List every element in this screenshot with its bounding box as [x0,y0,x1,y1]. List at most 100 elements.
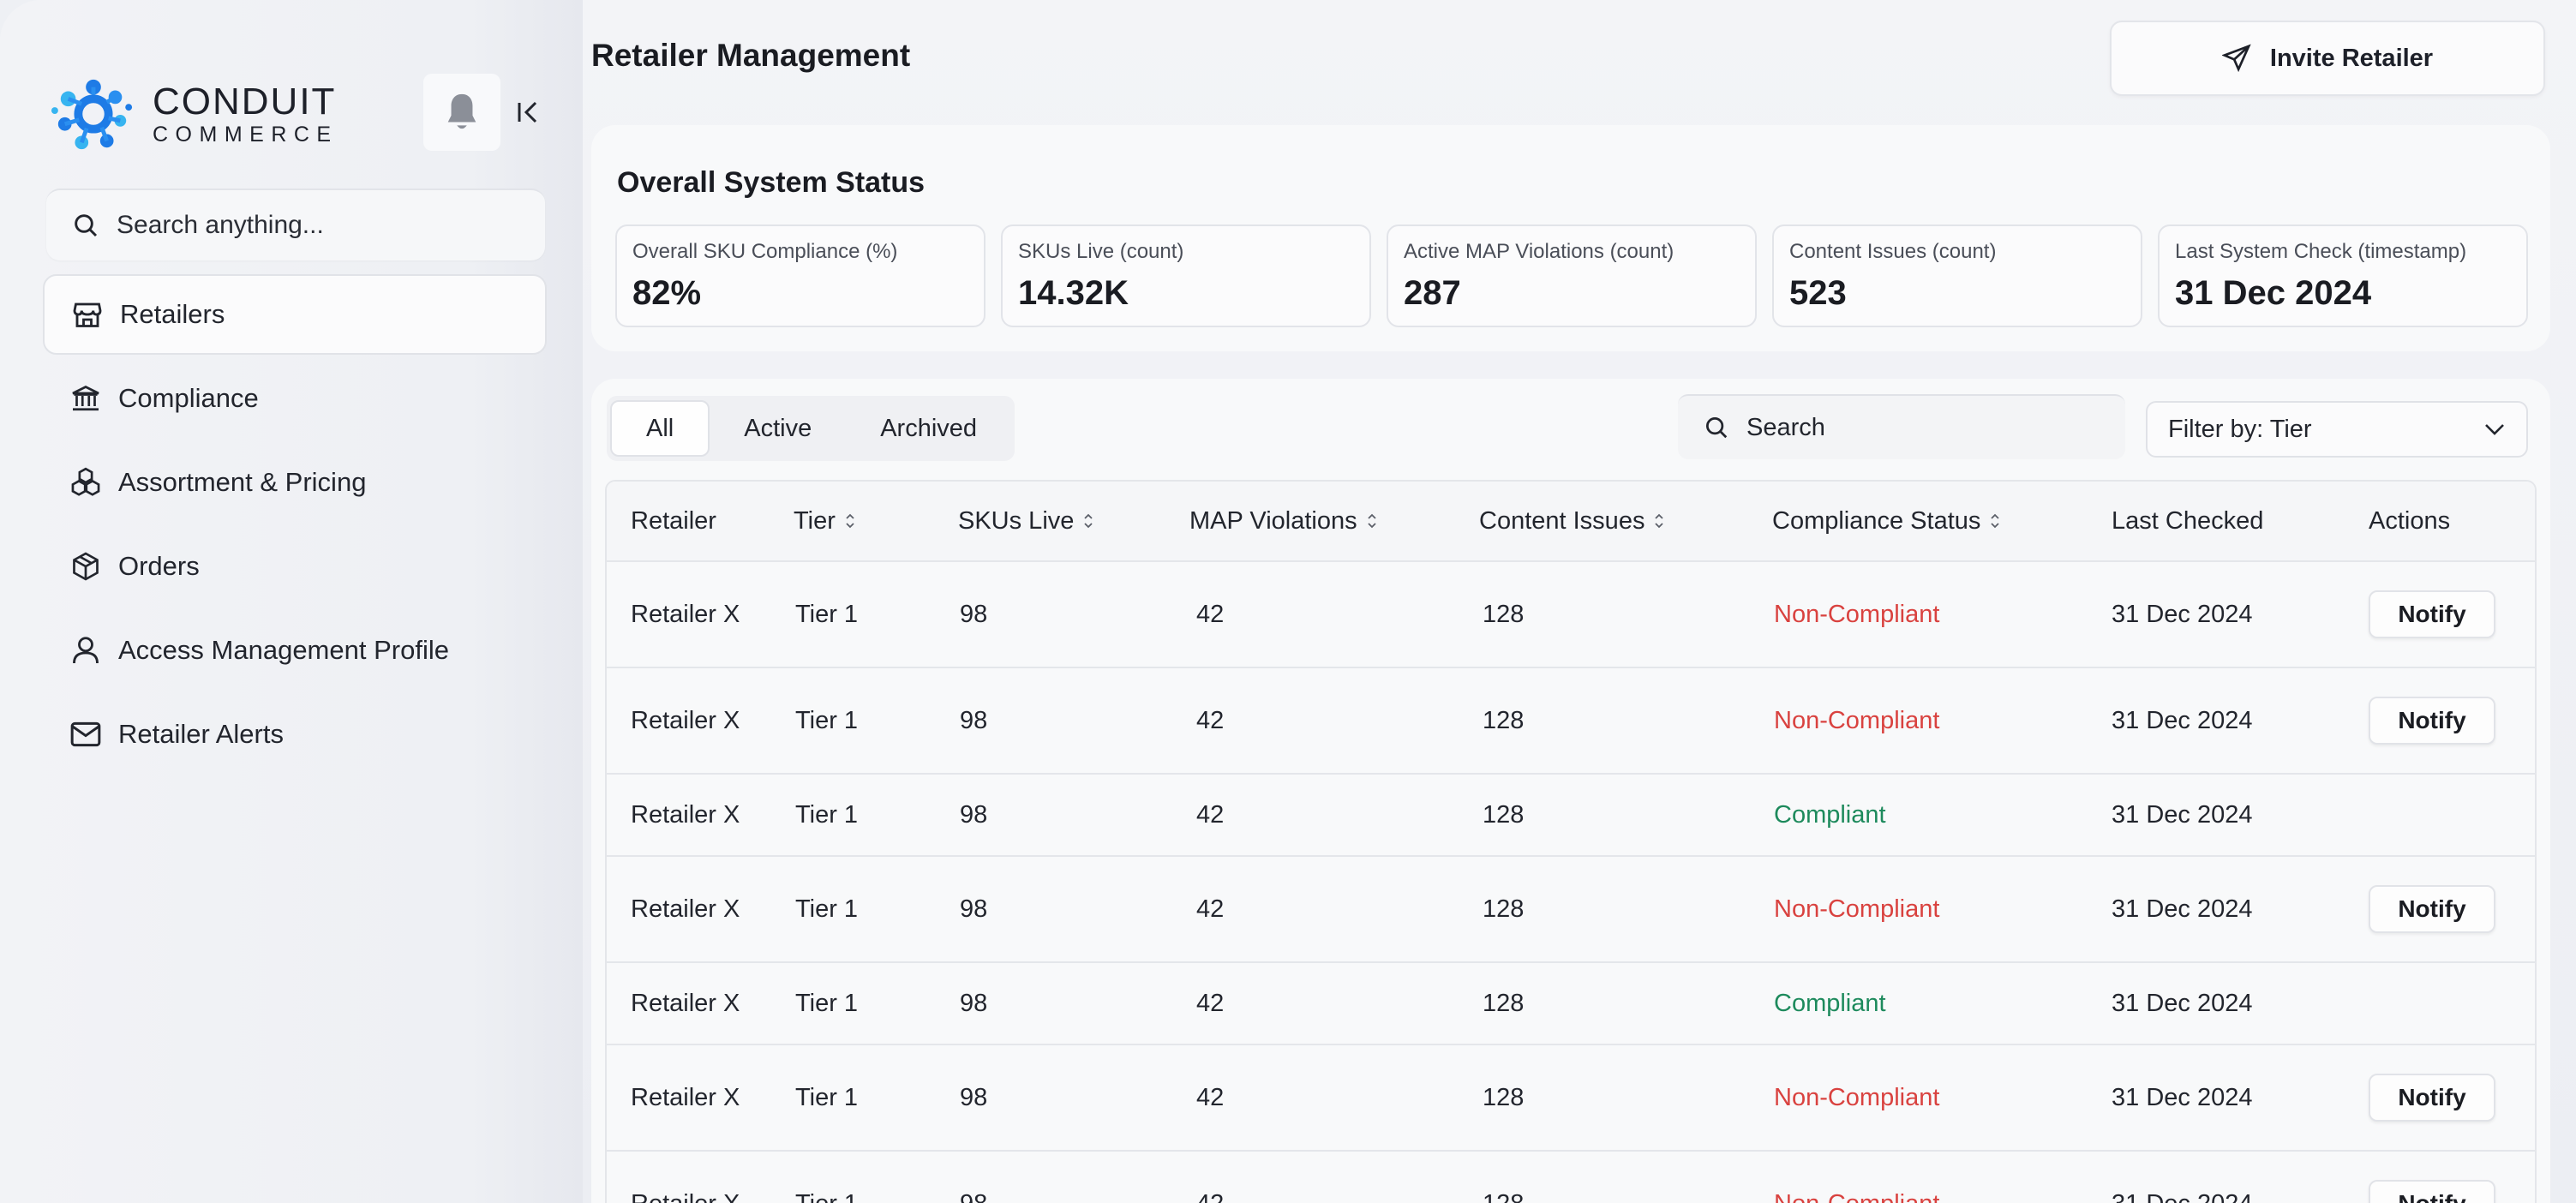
column-header-last-checked: Last Checked [2106,507,2363,536]
kpi-value: 523 [1789,274,1847,312]
tier-filter-select[interactable]: Filter by: Tier [2146,401,2528,458]
notify-button[interactable]: Notify [2369,1180,2495,1203]
tier-filter-label: Filter by: Tier [2168,415,2312,443]
skus-live-cell: 98 [960,895,988,923]
compliance-status-cell: Non-Compliant [1774,1083,1940,1111]
tier-cell: Tier 1 [795,1083,859,1111]
actions-cell: Notify [2363,590,2535,638]
last-checked-cell: 31 Dec 2024 [2112,600,2253,628]
kpi-label: Content Issues (count) [1789,240,1997,263]
column-header-map-violations[interactable]: MAP Violations [1188,507,1479,536]
last-checked-cell: 31 Dec 2024 [2112,895,2253,923]
skus-live-cell: 98 [956,1190,1188,1203]
column-header-skus-live[interactable]: SKUs Live [956,507,1188,536]
kpi-content-issues: Content Issues (count) 523 [1772,224,2142,327]
map-violations-cell: 42 [1196,1083,1225,1111]
map-violations-cell: 42 [1196,706,1225,734]
sidebar-item-assortment-pricing[interactable]: Assortment & Pricing [43,442,547,523]
brand-name: CONDUIT [153,80,337,123]
kpi-label: Last System Check (timestamp) [2175,240,2467,263]
skus-live-cell: 98 [960,800,988,829]
kpi-value: 287 [1404,274,1461,312]
kpi-label: Active MAP Violations (count) [1404,240,1674,263]
last-checked-cell: 31 Dec 2024 [2112,800,2253,829]
last-checked-cell: 31 Dec 2024 [2106,1190,2363,1203]
retailer-cell: Retailer X [631,895,740,923]
compliance-status-cell: Non-Compliant [1769,1190,2106,1203]
sidebar-item-retailer-alerts[interactable]: Retailer Alerts [43,694,547,775]
column-header-label: Compliance Status [1772,506,1981,535]
sidebar-item-label: Compliance [118,383,259,413]
invite-retailer-button[interactable]: Invite Retailer [2110,21,2545,96]
sort-icon[interactable] [1082,512,1094,530]
notify-button[interactable]: Notify [2369,590,2495,638]
sort-icon[interactable] [1653,512,1665,530]
brand-logo[interactable]: CONDUIT COMMERCE [51,72,338,156]
sidebar-item-access-management[interactable]: Access Management Profile [43,610,547,691]
collapse-sidebar-button[interactable] [512,94,543,130]
content-issues-cell: 128 [1483,1083,1525,1111]
sidebar-nav: Retailers Compliance [43,274,547,778]
kpi-map-violations: Active MAP Violations (count) 287 [1387,224,1757,327]
kpi-sku-compliance: Overall SKU Compliance (%) 82% [615,224,985,327]
bell-icon [447,93,476,129]
column-header-label: SKUs Live [958,506,1075,535]
notify-button[interactable]: Notify [2369,1074,2495,1122]
notify-button[interactable]: Notify [2369,697,2495,745]
content-issues-cell: 128 [1483,706,1525,734]
tab-active[interactable]: Active [744,414,812,442]
kpi-label: Overall SKU Compliance (%) [632,240,898,263]
notifications-button[interactable] [423,74,500,151]
boxes-icon [67,464,105,501]
skus-live-cell: 98 [960,600,988,628]
sidebar-item-compliance[interactable]: Compliance [43,358,547,439]
store-icon [69,296,106,333]
map-violations-cell: 42 [1196,800,1225,829]
column-header-retailer: Retailer [607,507,794,536]
tab-archived[interactable]: Archived [880,414,978,442]
column-header-compliance-status[interactable]: Compliance Status [1769,507,2106,536]
bank-icon [67,380,105,417]
tab-all[interactable]: All [610,400,710,457]
package-icon [67,548,105,585]
content-issues-cell: 128 [1483,989,1525,1017]
kpi-value: 14.32K [1018,274,1129,312]
tier-cell: Tier 1 [795,706,859,734]
actions-cell: Notify [2363,1074,2535,1122]
notify-button[interactable]: Notify [2369,885,2495,933]
sidebar-item-label: Retailer Alerts [118,719,284,749]
table-row: Retailer X Tier 1 98 42 128 Non-Compliant 31 D… [607,1045,2535,1152]
retailers-table-card: All Active Archived Search Filter by: Ti… [591,379,2550,1203]
table-body: Retailer X Tier 1 98 42 128 Non-Compliant 31 D… [607,562,2535,1203]
column-header-tier[interactable]: Tier [794,507,956,536]
table-row: Retailer X Tier 1 98 42 128 Non-Compliant 31 D… [607,562,2535,668]
sidebar-item-retailers[interactable]: Retailers [43,274,547,355]
column-header-actions: Actions [2363,507,2535,536]
sidebar-item-orders[interactable]: Orders [43,526,547,607]
column-header-label: MAP Violations [1189,506,1357,535]
sidebar-search-input[interactable]: Search anything... [46,189,545,260]
kpi-value: 31 Dec 2024 [2175,274,2372,312]
collapse-left-icon [518,101,537,123]
system-status-title: Overall System Status [617,166,926,199]
compliance-status-cell: Non-Compliant [1774,895,1940,923]
table-row: Retailer X Tier 1 98 42 128 Compliant 31 Dec 2… [607,775,2535,857]
content-issues-cell: 128 [1483,800,1525,829]
table-search-input[interactable]: Search [1678,394,2125,459]
retailers-table: Retailer Tier SKUs Live MAP Violations Conte… [605,480,2537,1203]
tier-cell: Tier 1 [795,800,859,829]
actions-cell: Notify [2363,885,2535,933]
compliance-status-cell: Non-Compliant [1774,600,1940,628]
sort-icon[interactable] [1989,512,2001,530]
column-header-content-issues[interactable]: Content Issues [1479,507,1769,536]
sort-icon[interactable] [844,512,856,530]
retailer-cell: Retailer X [631,600,740,628]
content-issues-cell: 128 [1483,600,1525,628]
sort-icon[interactable] [1366,512,1378,530]
brand-subname: COMMERCE [153,122,338,147]
map-violations-cell: 42 [1188,1190,1479,1203]
table-row: Retailer X Tier 1 98 42 128 Non-Compliant 31 D… [607,857,2535,963]
retailer-cell: Retailer X [607,1190,794,1203]
page-title: Retailer Management [591,38,911,73]
